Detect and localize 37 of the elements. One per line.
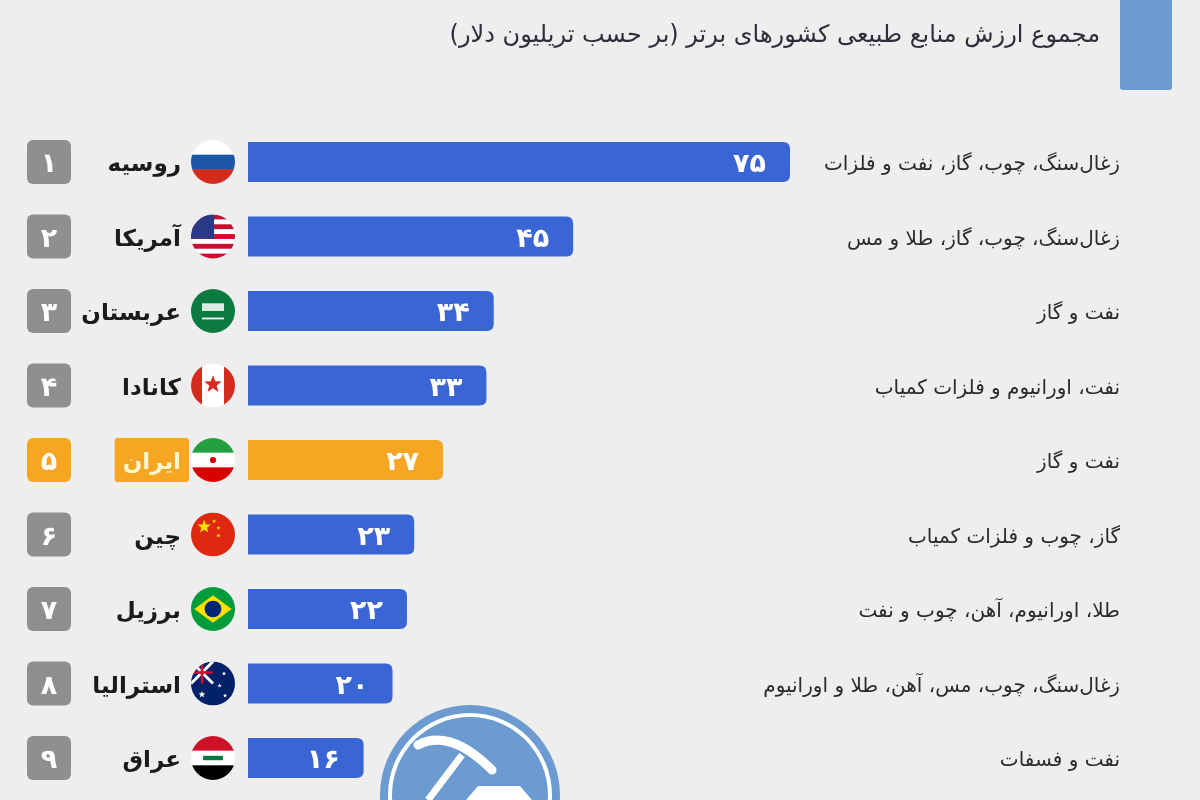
text: نفت و گاز [1036,449,1120,473]
text: زغال‌سنگ، چوب، گاز، نفت و فلزات [824,151,1120,175]
text: ۶ [40,519,58,551]
text: ۷ [40,594,58,625]
text: ۳ [40,296,58,327]
annotation: زغال‌سنگ، چوب، مس، آهن، طلا و اورانیوم [763,671,1120,697]
text: نفت و فسفات [999,747,1120,771]
text: ۹ [40,743,58,774]
chart-title: مجموع ارزش منابع طبیعی کشورهای برتر (بر حسب تریلیون دلار) [449,20,1100,48]
data-label: ۲۲ [350,594,384,625]
text: ۵ [40,445,58,476]
y-tick-label: چین [134,522,181,550]
data-label: ۲۰ [335,668,369,700]
y-tick-label: عراق [122,746,181,773]
y-tick-label: عربستان [81,299,181,326]
text: نفت، اورانیوم و فلزات کمیاب [874,374,1120,399]
y-tick-label: کانادا [122,373,182,400]
y-tick-label: ایران [122,448,181,475]
text: زغال‌سنگ، چوب، گاز، طلا و مس [846,225,1120,250]
text: طلا، اورانیوم، آهن، چوب و نفت [858,597,1120,622]
data-label: ۴۵ [516,221,550,253]
data-label: ۳۳ [429,370,463,402]
y-tick-label: برزیل [115,597,181,624]
y-tick-label: روسیه [107,150,181,177]
data-label: ۷۵ [733,147,766,178]
data-label: ۲۳ [357,519,391,551]
text: ۴ [40,370,58,402]
data-label: ۲۷ [386,445,420,476]
text: نفت و گاز [1036,300,1120,324]
text: ۸ [40,668,58,700]
data-label: ۱۶ [306,743,340,774]
y-tick-label: آمریکا [113,222,183,252]
text: گاز، چوب و فلزات کمیاب [908,523,1121,548]
data-label: ۳۴ [436,296,470,327]
text: ۲ [40,221,58,253]
text: ۱ [40,147,58,178]
y-tick-label: استرالیا [92,671,181,699]
